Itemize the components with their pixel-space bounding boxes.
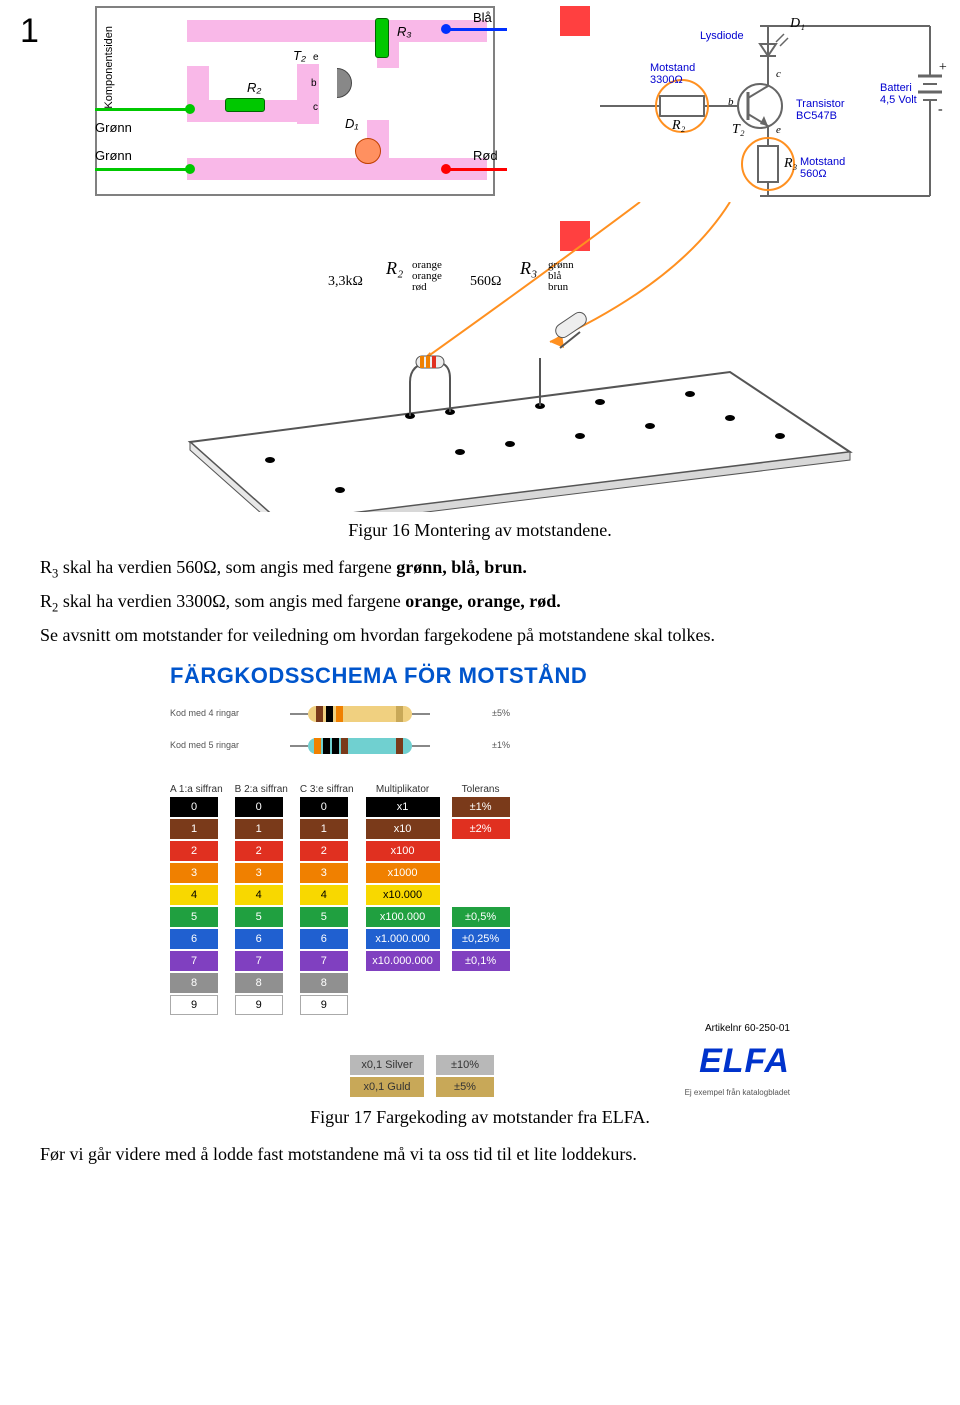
schem-label-D1: D₁ [790, 16, 805, 32]
pcb-label-D1: D₁ [345, 116, 359, 131]
page-number: 1 [20, 12, 39, 51]
multiplier-cell: x100 [366, 841, 440, 861]
schem-label-batteri: Batteri 4,5 Volt [880, 82, 930, 106]
digit-cell: 7 [170, 951, 218, 971]
digit-cell: 3 [300, 863, 348, 883]
digit-cell: 1 [300, 819, 348, 839]
paragraph-bottom: Før vi går videre med å lodde fast motst… [40, 1142, 920, 1167]
digit-cell: 2 [170, 841, 218, 861]
multiplier-cell: x10 [366, 819, 440, 839]
color-code-chart: FÄRGKODSSCHEMA FÖR MOTSTÅND Kod med 4 ri… [170, 663, 790, 1098]
digit-cell: 7 [235, 951, 283, 971]
multiplier-cell: x10.000 [366, 885, 440, 905]
r3-value: 560Ω [470, 274, 501, 290]
paragraph-r3: R3 skal ha verdien 560Ω, som angis med f… [40, 555, 920, 583]
digit-cell: 0 [300, 797, 348, 817]
board-3d-sketch: 3,3kΩ R₂ orangeorangerød 560Ω R₃ grønnbl… [40, 202, 920, 512]
digit-cell: 5 [300, 907, 348, 927]
pcb-label-T2: T₂ [293, 48, 306, 63]
digit-cell: 0 [170, 797, 218, 817]
r3-name: R₃ [520, 258, 537, 279]
schem-label-motstand2: Motstand 560Ω [800, 156, 860, 180]
digit-cell: 5 [170, 907, 218, 927]
schem-label-T2: T₂ [732, 122, 745, 138]
digit-cell: 3 [235, 863, 283, 883]
pcb-layout-panel: Komponentsiden [95, 6, 495, 196]
pcb-label-R3: R₃ [397, 24, 412, 39]
chart-r5-perc: ±1% [450, 741, 510, 751]
tolerance-cell: ±2% [452, 819, 510, 839]
chart-r4-perc: ±5% [450, 709, 510, 719]
figure-16-caption: Figur 16 Montering av motstandene. [40, 520, 920, 541]
digit-cell: 9 [300, 995, 348, 1015]
multiplier-cell: x10.000.000 [366, 951, 440, 971]
digit-cell: 0 [235, 797, 283, 817]
tolerance-extra-cell: ±5% [436, 1077, 494, 1097]
digit-cell: 1 [170, 819, 218, 839]
chart-title: FÄRGKODSSCHEMA FÖR MOTSTÅND [170, 663, 790, 689]
schem-label-motstand1: Motstand 3300Ω [650, 62, 710, 86]
figure-17-caption: Figur 17 Fargekoding av motstander fra E… [40, 1107, 920, 1128]
tolerance-cell: ±0,5% [452, 907, 510, 927]
digit-cell: 7 [300, 951, 348, 971]
r2-colors: orangeorangerød [412, 260, 442, 293]
r3-colors: grønnblåbrun [548, 260, 574, 293]
schem-label-R3: R₃ [784, 156, 797, 172]
pcb-label-bla: Blå [473, 10, 492, 25]
elfa-logo: ELFA [699, 1042, 790, 1081]
digit-cell: 5 [235, 907, 283, 927]
digit-cell: 2 [300, 841, 348, 861]
resistor-5band-icon [290, 735, 430, 757]
pcb-label-rod: Rød [473, 148, 498, 163]
multiplier-cell: x1.000.000 [366, 929, 440, 949]
chart-artnr: Artikelnr 60-250-01 [705, 1023, 790, 1034]
digit-cell: 6 [235, 929, 283, 949]
digit-cell: 9 [170, 995, 218, 1015]
schematic-panel: Lysdiode D₁ Motstand 3300Ω R₂ T₂ Transis… [500, 6, 950, 216]
pcb-side-label: Komponentsiden [103, 26, 115, 109]
tolerance-cell: ±0,1% [452, 951, 510, 971]
digit-cell: 4 [235, 885, 283, 905]
tolerance-cell: ±1% [452, 797, 510, 817]
pcb-label-gronn1: Grønn [95, 120, 132, 135]
digit-cell: 2 [235, 841, 283, 861]
paragraph-guide: Se avsnitt om motstander for veiledning … [40, 623, 920, 648]
multiplier-cell: x1 [366, 797, 440, 817]
digit-cell: 3 [170, 863, 218, 883]
digit-cell: 8 [300, 973, 348, 993]
schem-label-R2: R₂ [672, 118, 685, 134]
tolerance-cell: ±0,25% [452, 929, 510, 949]
figure-16-composite: Komponentsiden [40, 4, 920, 202]
multiplier-cell: x1000 [366, 863, 440, 883]
chart-left-text-2: Kod med 5 ringar [170, 741, 270, 751]
multiplier-extra-cell: x0,1 Silver [350, 1055, 424, 1075]
digit-cell: 4 [170, 885, 218, 905]
digit-cell: 8 [170, 973, 218, 993]
tolerance-extra-cell: ±10% [436, 1055, 494, 1075]
paragraph-r2: R2 skal ha verdien 3300Ω, som angis med … [40, 589, 920, 617]
schem-label-transistor: Transistor BC547B [796, 98, 856, 122]
pcb-label-R2: R₂ [247, 80, 261, 95]
digit-cell: 8 [235, 973, 283, 993]
digit-cell: 6 [170, 929, 218, 949]
digit-cell: 4 [300, 885, 348, 905]
resistor-4band-icon [290, 703, 430, 725]
pcb-label-gronn2: Grønn [95, 148, 132, 163]
digit-cell: 6 [300, 929, 348, 949]
r2-name: R₂ [386, 258, 403, 279]
schem-label-lysdiode: Lysdiode [700, 30, 744, 42]
multiplier-cell: x100.000 [366, 907, 440, 927]
chart-right-note: Ej exempel från katalogbladet [685, 1089, 790, 1098]
chart-left-text-1: Kod med 4 ringar [170, 709, 270, 719]
digit-cell: 9 [235, 995, 283, 1015]
r2-value: 3,3kΩ [328, 274, 363, 290]
multiplier-extra-cell: x0,1 Guld [350, 1077, 424, 1097]
digit-cell: 1 [235, 819, 283, 839]
